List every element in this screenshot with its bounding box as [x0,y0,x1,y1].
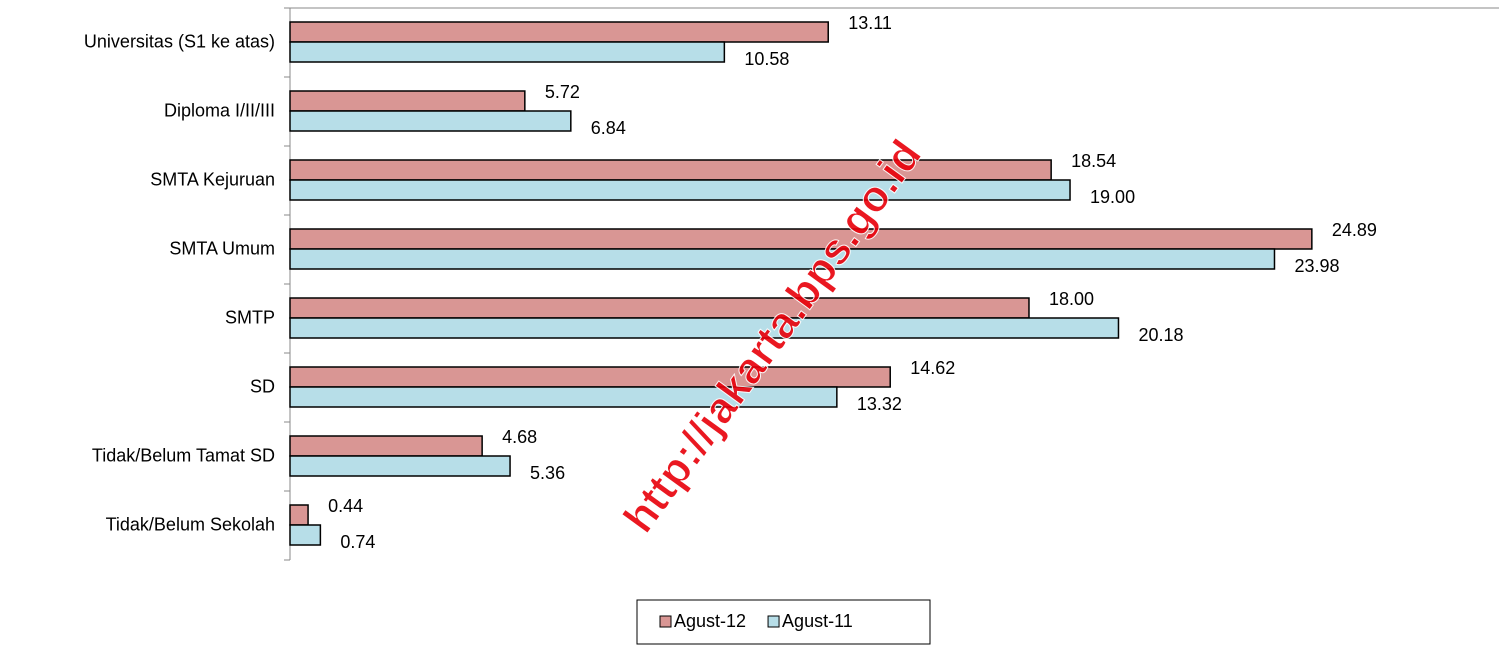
legend-swatch [767,615,780,628]
data-label: 23.98 [1294,256,1339,276]
y-tick-label: Tidak/Belum Sekolah [106,514,275,534]
y-tick-label: Universitas (S1 ke atas) [84,31,275,51]
data-label: 0.44 [328,496,363,516]
y-tick-label: SMTA Umum [169,238,275,258]
y-tick-label: Diploma I/II/III [164,100,275,120]
bar [289,21,829,43]
legend-swatch [659,615,672,628]
y-tick-label: SMTP [225,307,275,327]
data-label: 13.11 [848,13,892,33]
legend-label: Agust-11 [782,611,853,631]
bar [289,524,322,546]
data-label: 13.32 [857,394,902,414]
y-tick-label: Tidak/Belum Tamat SD [92,445,275,465]
bar [289,248,1276,270]
bar [289,41,726,63]
bar [289,455,511,477]
data-label: 5.36 [530,463,565,483]
data-label: 5.72 [545,82,580,102]
bar [289,386,838,408]
bar [289,504,309,526]
bar [289,110,572,132]
bar [289,179,1071,201]
data-label: 18.54 [1071,151,1116,171]
data-label: 14.62 [910,358,955,378]
data-label: 24.89 [1332,220,1377,240]
data-label: 4.68 [502,427,537,447]
bar [289,317,1120,339]
legend-box [636,599,931,645]
bar [289,90,526,112]
legend-label: Agust-12 [674,611,746,631]
data-label: 0.74 [340,532,375,552]
y-tick-label: SD [250,376,275,396]
bar [289,297,1030,319]
data-label: 18.00 [1049,289,1094,309]
data-label: 19.00 [1090,187,1135,207]
data-label: 6.84 [591,118,626,138]
bar [289,228,1313,250]
y-tick-label: SMTA Kejuruan [150,169,275,189]
bar [289,159,1052,181]
data-label: 10.58 [744,49,789,69]
data-label: 20.18 [1138,325,1183,345]
bar [289,435,483,457]
bar [289,366,891,388]
